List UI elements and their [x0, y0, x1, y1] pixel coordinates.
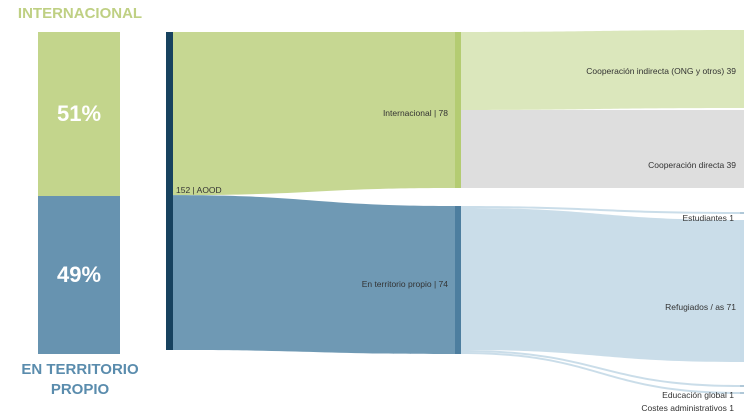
sankey-label-coopind: Cooperación indirecta (ONG y otros) 39	[586, 66, 736, 76]
sankey-links	[173, 30, 740, 394]
sankey-link-int-coopdir	[461, 110, 740, 188]
sankey-label-ter: En territorio propio | 74	[362, 279, 449, 289]
sankey-label-cost: Costes administrativos 1	[641, 403, 734, 413]
sankey-link-ter-ref	[461, 208, 740, 362]
sankey-link-total-int	[173, 32, 455, 196]
sankey-label-coopdir: Cooperación directa 39	[648, 160, 736, 170]
stacked-bottom-label-line2: PROPIO	[50, 381, 110, 398]
stacked-top-label: INTERNACIONAL	[17, 5, 143, 22]
sankey-label-est: Estudiantes 1	[682, 213, 734, 223]
stacked-bottom-label-line1: EN TERRITORIO	[21, 361, 139, 378]
sankey-link-ter-cost	[461, 352, 740, 394]
sankey-label-ref: Refugiados / as 71	[665, 302, 736, 312]
sankey-node-ref	[740, 220, 744, 362]
stacked-segment-internacional: 51%	[38, 32, 120, 197]
sankey-node-int	[455, 32, 461, 188]
sankey-label-int: Internacional | 78	[383, 108, 448, 118]
sankey-link-ter-est	[461, 206, 740, 214]
sankey-node-cost	[740, 392, 744, 394]
sankey-label-total: 152 | AOOD	[176, 185, 222, 195]
sankey-node-est	[740, 212, 744, 214]
sankey-node-ter	[455, 206, 461, 354]
sankey-link-ter-edu	[461, 350, 740, 387]
sankey-node-edu	[740, 385, 744, 387]
sankey-node-total	[166, 32, 173, 350]
sankey-label-edu: Educación global 1	[662, 390, 734, 400]
stacked-segment-territorio: 49%	[38, 196, 120, 354]
sankey-node-coopdir	[740, 110, 744, 188]
sankey-link-int-coopind	[461, 30, 740, 110]
sankey-link-total-ter	[173, 195, 455, 354]
stacked-bottom-label: EN TERRITORIO PROPIO	[0, 360, 160, 400]
sankey-node-coopind	[740, 30, 744, 108]
